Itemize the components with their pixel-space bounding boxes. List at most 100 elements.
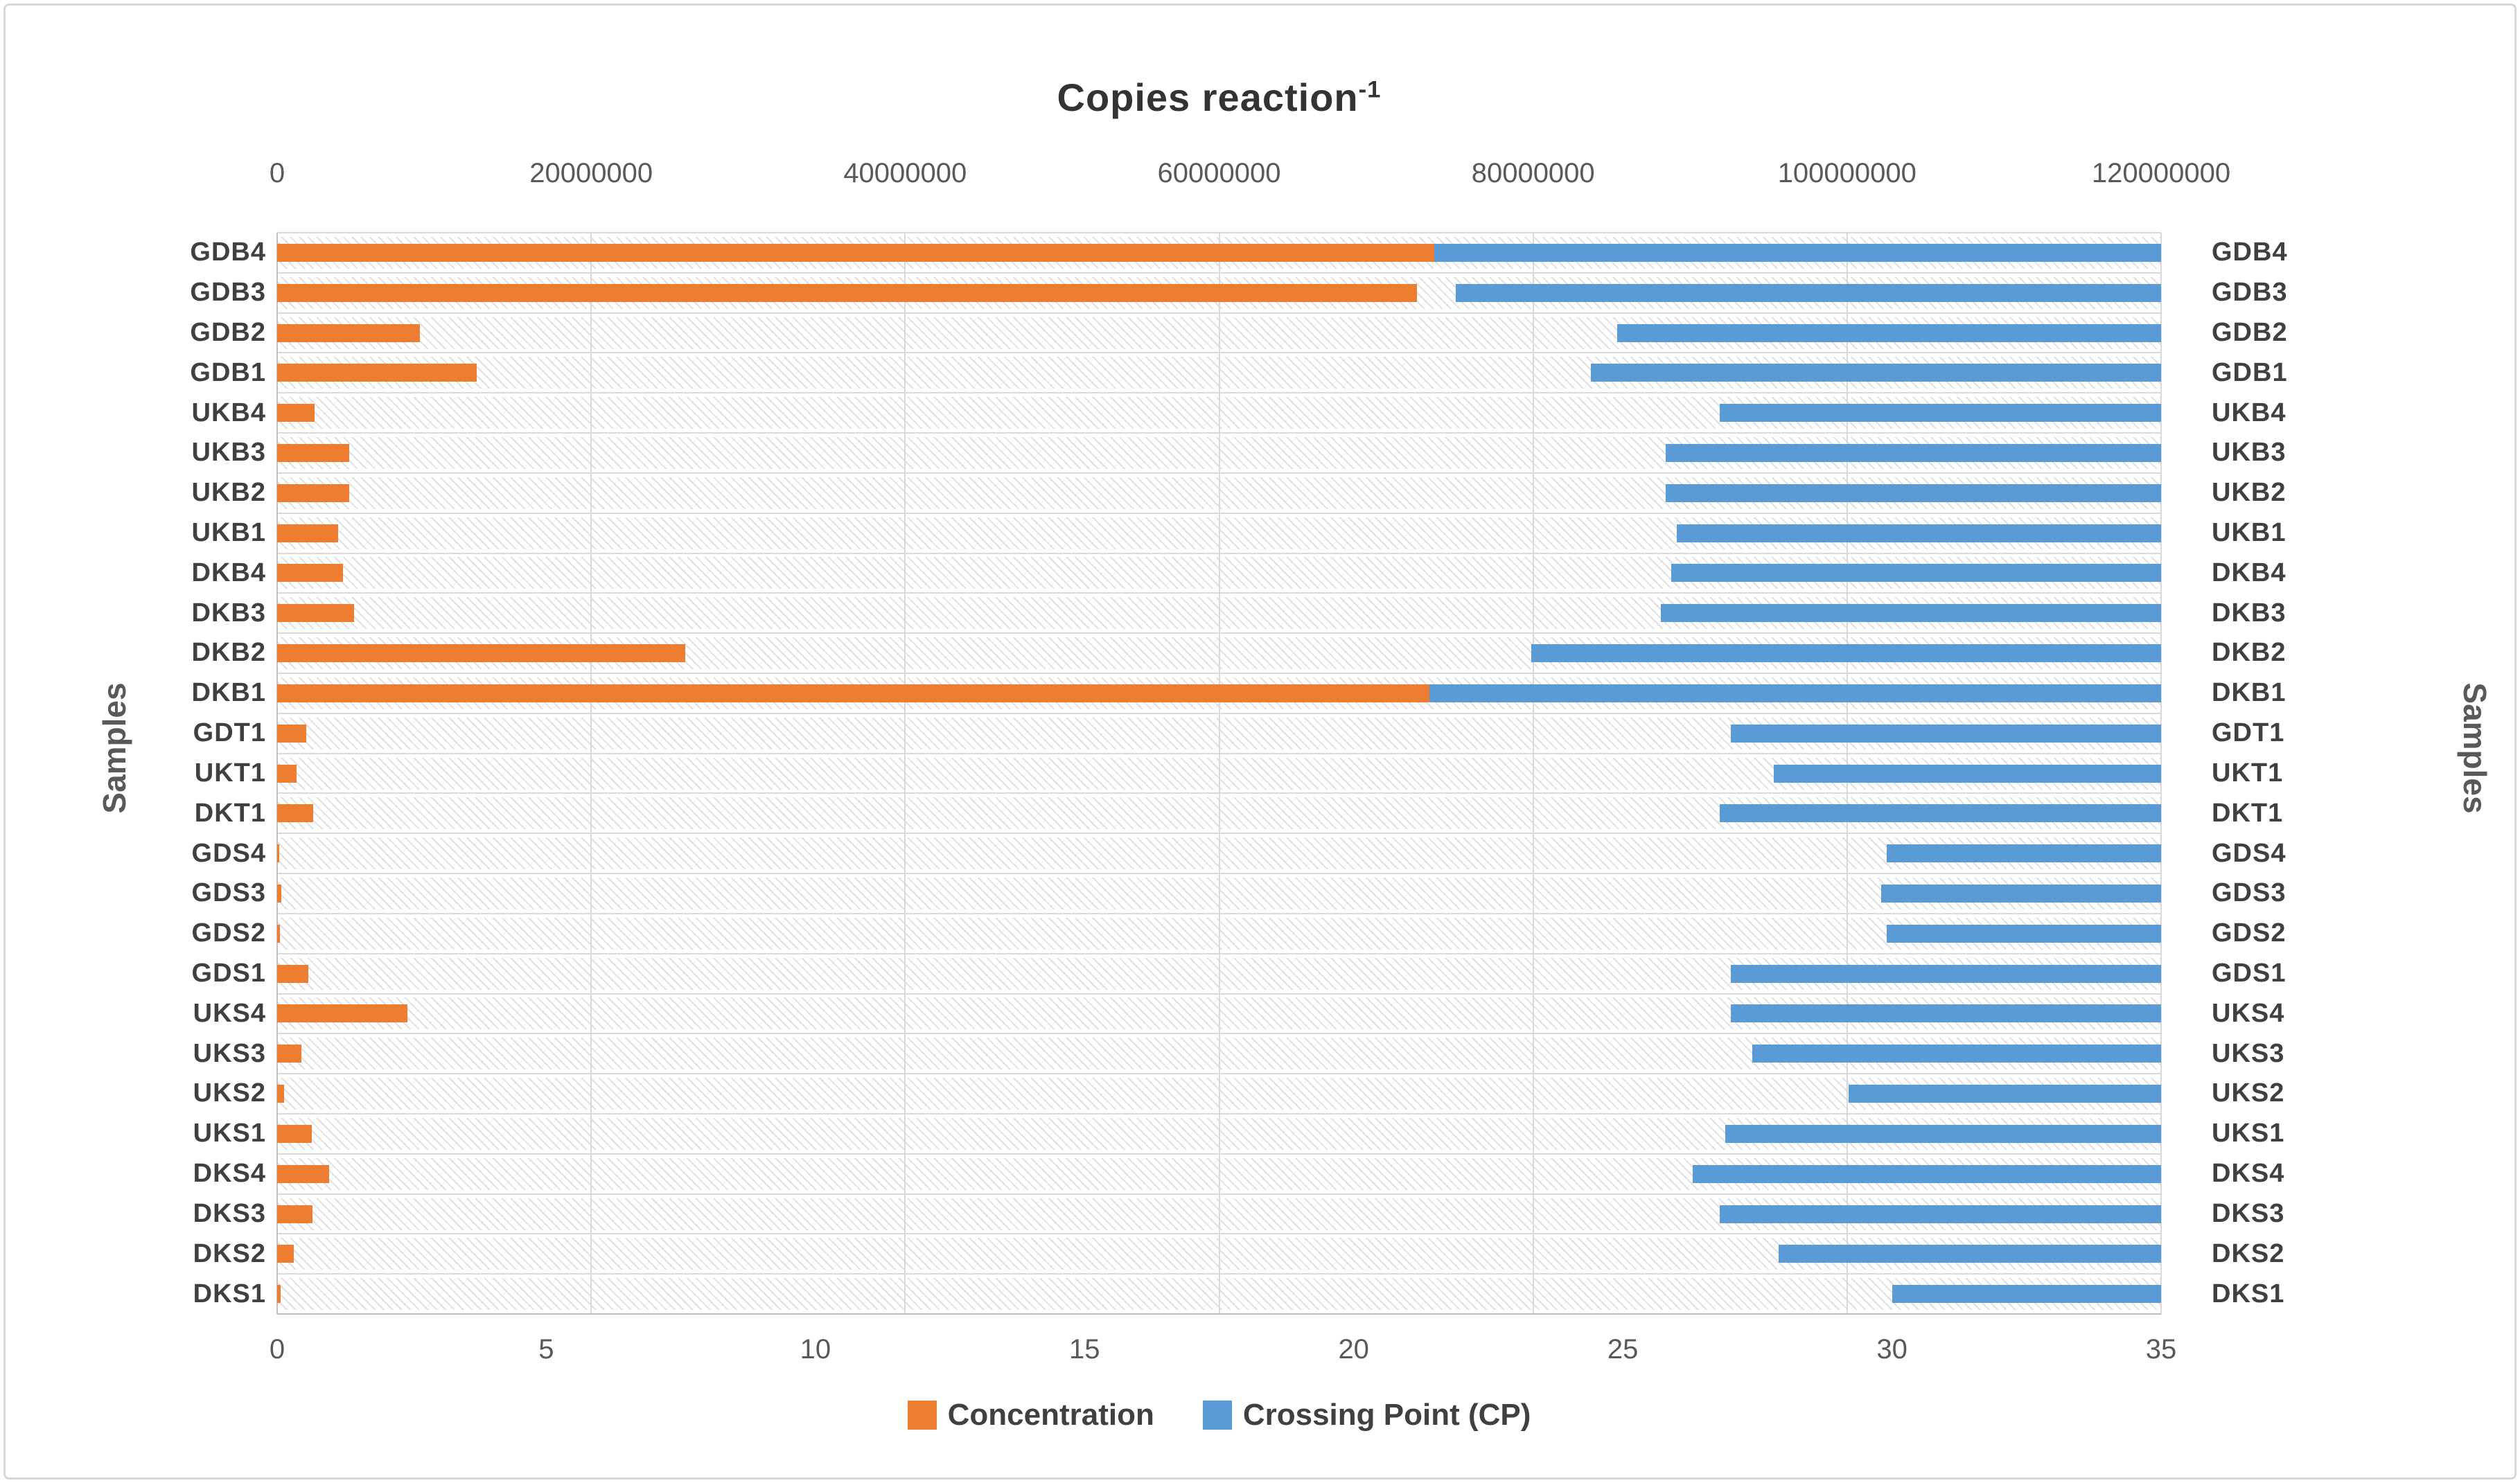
category-label: DKT1 xyxy=(2212,798,2284,828)
crossing-point-bar xyxy=(1676,524,2161,542)
right-axis-title: Samples xyxy=(2457,682,2493,814)
crossing-point-bar xyxy=(1720,404,2161,423)
category-label: GDS3 xyxy=(191,878,266,908)
category-label: GDB4 xyxy=(2212,238,2288,267)
category-label: UKS4 xyxy=(2212,998,2285,1028)
crossing-point-bar xyxy=(1725,1124,2161,1143)
category-label: UKB3 xyxy=(2212,438,2286,468)
concentration-bar xyxy=(277,644,686,663)
crossing-point-bar xyxy=(1730,1004,2161,1023)
concentration-bar xyxy=(277,564,344,583)
crossing-point-bar xyxy=(1730,724,2161,743)
crossing-point-bar xyxy=(1892,1285,2161,1304)
category-label: GDB2 xyxy=(190,317,266,347)
top-axis-tick-label: 0 xyxy=(269,158,285,188)
category-label: DKB4 xyxy=(2212,558,2286,587)
concentration-bar xyxy=(277,604,354,623)
category-label: DKS4 xyxy=(193,1159,266,1189)
crossing-point-bar xyxy=(1456,283,2161,302)
category-label: DKS4 xyxy=(2212,1159,2285,1189)
top-axis-title-text: Copies reaction xyxy=(1057,76,1359,119)
category-label: DKS3 xyxy=(2212,1198,2285,1228)
category-label: UKB3 xyxy=(191,438,266,468)
crossing-point-bar xyxy=(1531,644,2161,663)
category-label: UKS2 xyxy=(2212,1078,2285,1108)
category-label: GDS2 xyxy=(2212,918,2286,948)
concentration-bar xyxy=(277,444,350,462)
concentration-bar xyxy=(277,924,281,943)
legend-label-concentration: Concentration xyxy=(947,1398,1154,1432)
category-label: GDS2 xyxy=(191,918,266,948)
crossing-point-bar xyxy=(1429,684,2161,702)
bottom-axis-tick-label: 35 xyxy=(2145,1334,2177,1365)
category-label: UKS2 xyxy=(193,1078,266,1108)
category-label: UKS3 xyxy=(2212,1038,2285,1068)
category-label: GDS3 xyxy=(2212,878,2286,908)
top-axis-tick-labels: 0 20000000 40000000 60000000 80000000 1000000… xyxy=(270,158,2230,193)
plot-area xyxy=(276,232,2162,1315)
concentration-bar xyxy=(277,1004,408,1023)
bottom-axis-tick-label: 25 xyxy=(1607,1334,1639,1365)
concentration-bar xyxy=(277,1205,312,1223)
concentration-swatch-icon xyxy=(907,1401,937,1430)
category-label: DKS2 xyxy=(193,1238,266,1268)
gridline-vertical xyxy=(1218,233,1220,1314)
top-axis-tick-label: 20000000 xyxy=(529,158,653,188)
left-axis-title: Samples xyxy=(96,682,132,814)
concentration-bar xyxy=(277,364,477,382)
crossing-point-bar xyxy=(1720,804,2161,823)
crossing-point-bar xyxy=(1590,364,2161,382)
top-axis-tick-label: 60000000 xyxy=(1157,158,1281,188)
gridline-vertical xyxy=(1532,233,1534,1314)
category-label: UKT1 xyxy=(194,758,266,788)
crossing-point-bar xyxy=(1617,323,2161,342)
category-label: GDS1 xyxy=(191,959,266,988)
concentration-bar xyxy=(277,1045,302,1063)
bottom-axis-line xyxy=(277,1313,2161,1315)
crossing-point-bar xyxy=(1886,844,2161,863)
concentration-bar xyxy=(277,684,1430,702)
category-label: GDT1 xyxy=(2212,718,2285,748)
category-label: UKT1 xyxy=(2212,758,2284,788)
category-label: DKB1 xyxy=(2212,678,2286,708)
concentration-bar xyxy=(277,283,1417,302)
top-axis-tick-label: 120000000 xyxy=(2091,158,2231,188)
concentration-bar xyxy=(277,804,314,823)
concentration-bar xyxy=(277,1164,329,1183)
crossing-point-bar xyxy=(1434,243,2161,262)
category-label: DKB4 xyxy=(191,558,266,587)
top-axis-title: Copies reaction-1 xyxy=(277,75,2161,123)
category-label: GDB1 xyxy=(2212,357,2288,387)
category-label: DKB2 xyxy=(191,638,266,668)
bottom-axis-tick-label: 15 xyxy=(1069,1334,1100,1365)
concentration-bar xyxy=(277,844,280,863)
category-label: DKS2 xyxy=(2212,1238,2285,1268)
crossing-point-bar xyxy=(1752,1045,2161,1063)
bottom-axis-tick-label: 5 xyxy=(538,1334,554,1365)
category-label: UKS3 xyxy=(193,1038,266,1068)
crossing-point-bar xyxy=(1693,1164,2161,1183)
top-axis-title-superscript: -1 xyxy=(1358,76,1382,103)
category-label: UKB1 xyxy=(2212,518,2286,548)
category-label: DKB1 xyxy=(191,678,266,708)
concentration-bar xyxy=(277,404,315,423)
bottom-axis-tick-labels: 0 5 10 15 20 25 30 35 xyxy=(270,1334,2176,1369)
crossing-point-bar xyxy=(1730,964,2161,983)
crossing-point-bar xyxy=(1881,884,2161,903)
category-label: UKB2 xyxy=(191,478,266,508)
concentration-bar xyxy=(277,964,309,983)
crossing-point-bar xyxy=(1671,564,2161,583)
category-label: DKS3 xyxy=(193,1198,266,1228)
concentration-bar xyxy=(277,884,281,903)
category-label: GDS4 xyxy=(2212,838,2286,868)
top-axis-tick-label: 80000000 xyxy=(1471,158,1595,188)
concentration-bar xyxy=(277,764,297,783)
top-axis-tick-label: 40000000 xyxy=(843,158,967,188)
category-label: UKS1 xyxy=(193,1119,266,1148)
category-label: DKT1 xyxy=(194,798,266,828)
legend: Concentration Crossing Point (CP) xyxy=(277,1391,2161,1439)
category-label: GDT1 xyxy=(193,718,266,748)
crossing-point-bar xyxy=(1779,1245,2161,1263)
concentration-bar xyxy=(277,1245,294,1263)
category-label: UKS1 xyxy=(2212,1119,2285,1148)
